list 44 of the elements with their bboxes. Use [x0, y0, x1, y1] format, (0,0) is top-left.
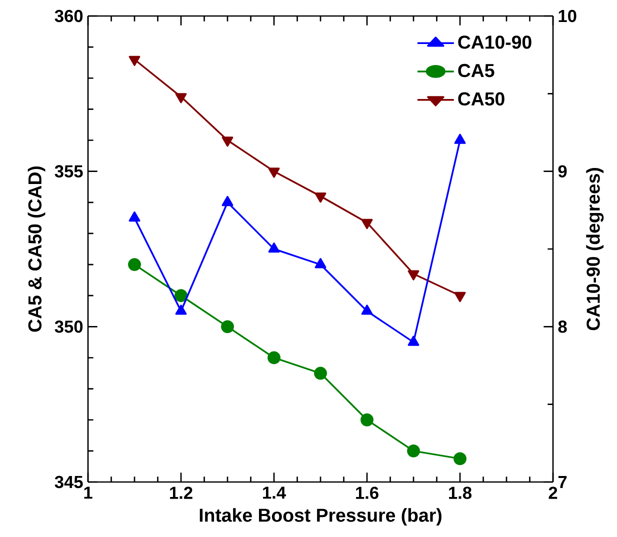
- legend-label: CA5: [458, 64, 494, 78]
- y-tick-label: 345: [54, 476, 83, 488]
- y2-axis-title: CA10-90 (degrees): [586, 168, 604, 330]
- point: [175, 93, 187, 104]
- point: [128, 258, 141, 272]
- y2-tick-label: 10: [558, 10, 576, 22]
- point: [222, 196, 234, 206]
- point: [314, 258, 326, 268]
- y-axis-title: CA5 & CA50 (CAD): [28, 166, 46, 332]
- legend-label: CA10-90: [458, 36, 532, 49]
- legend-label: CA50: [458, 92, 504, 106]
- point: [361, 218, 373, 230]
- point: [128, 56, 140, 66]
- x-tick-label: 2: [548, 486, 558, 499]
- point: [221, 320, 234, 334]
- point: [314, 192, 326, 203]
- point: [268, 168, 280, 178]
- x-tick-label: 1.6: [356, 486, 378, 499]
- x-tick-label: 1: [84, 486, 92, 499]
- point: [360, 413, 374, 426]
- point: [408, 270, 420, 280]
- x-axis-title: Intake Boost Pressure (bar): [200, 508, 442, 526]
- x-tick-label: 1.2: [170, 486, 192, 499]
- point: [268, 351, 280, 364]
- point: [408, 336, 420, 346]
- y-tick-label: 355: [54, 165, 83, 178]
- x-tick-label: 1.8: [449, 486, 472, 499]
- x-tick-label: 1.4: [263, 486, 286, 499]
- y2-tick-label: 8: [558, 320, 567, 333]
- y2-tick-label: 7: [558, 476, 567, 488]
- point: [454, 292, 466, 302]
- point: [407, 444, 420, 458]
- point: [128, 211, 140, 222]
- point: [268, 242, 280, 253]
- point: [454, 452, 466, 466]
- point: [454, 134, 466, 144]
- point: [175, 304, 187, 315]
- y-tick-label: 360: [54, 10, 83, 22]
- point: [314, 366, 327, 380]
- point: [222, 136, 234, 147]
- point: [361, 304, 373, 315]
- y-tick-label: 350: [54, 320, 83, 333]
- point: [174, 289, 188, 302]
- y2-tick-label: 9: [558, 165, 567, 178]
